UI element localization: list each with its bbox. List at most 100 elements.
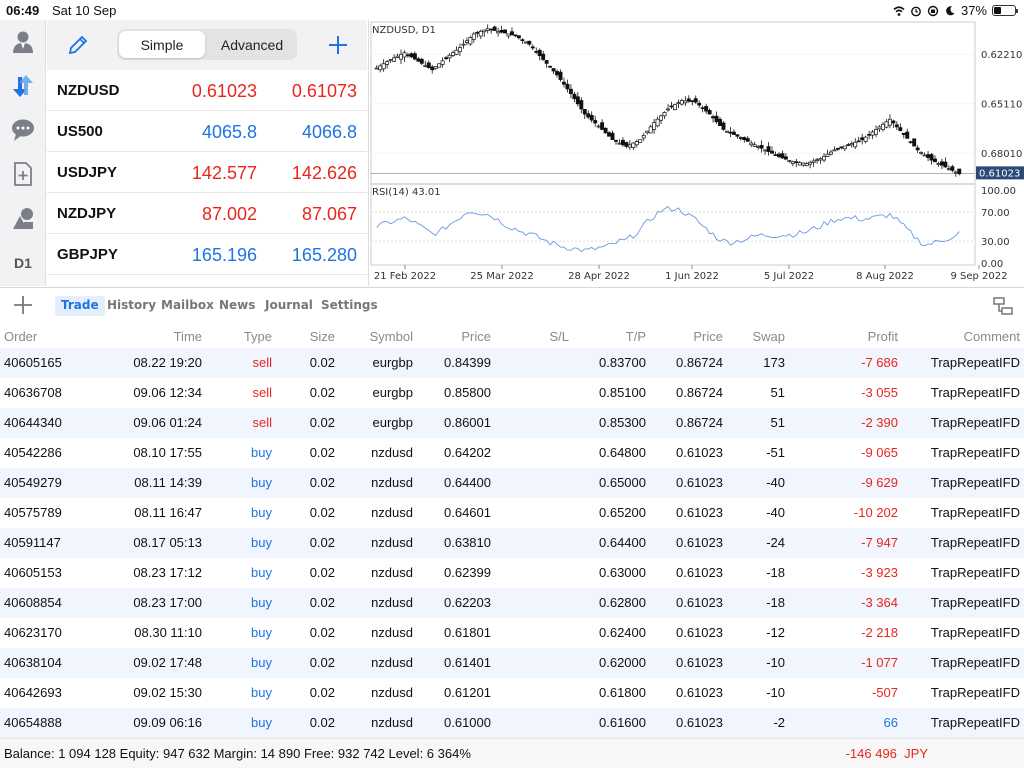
cell-comment: TrapRepeatIFD xyxy=(930,355,1020,370)
column-header[interactable]: Time xyxy=(173,329,202,344)
simple-tab[interactable]: Simple xyxy=(119,31,205,58)
table-row[interactable]: 40605165 08.22 19:20 sell 0.02 eurgbp 0.84399… xyxy=(0,348,1024,378)
quote-row[interactable]: NZDJPY 87.002 87.067 xyxy=(47,193,367,234)
cell-swap: 51 xyxy=(770,385,785,400)
table-row[interactable]: 40608854 08.23 17:00 buy 0.02 nzdusd 0.62203 0… xyxy=(0,588,1024,618)
quote-row[interactable]: GBPJPY 165.196 165.280 xyxy=(47,234,367,275)
table-row[interactable]: 40542286 08.10 17:55 buy 0.02 nzdusd 0.64202 0… xyxy=(0,438,1024,468)
cell-cur: 0.86724 xyxy=(676,415,723,430)
column-header[interactable]: Swap xyxy=(752,329,785,344)
table-row[interactable]: 40575789 08.11 16:47 buy 0.02 nzdusd 0.64601 0… xyxy=(0,498,1024,528)
sidebar-objects[interactable] xyxy=(0,200,46,236)
sidebar-chat[interactable] xyxy=(0,112,46,148)
candle-body xyxy=(946,168,951,171)
tab-settings[interactable]: Settings xyxy=(321,298,378,312)
cell-price: 0.85800 xyxy=(444,385,491,400)
candle-body xyxy=(884,121,889,128)
layout-toggle-icon[interactable] xyxy=(992,295,1014,317)
new-order-icon[interactable] xyxy=(12,294,34,316)
table-row[interactable]: 40644340 09.06 01:24 sell 0.02 eurgbp 0.86001… xyxy=(0,408,1024,438)
tab-history[interactable]: History xyxy=(107,298,157,312)
cell-size: 0.02 xyxy=(309,415,335,430)
table-row[interactable]: 40605153 08.23 17:12 buy 0.02 nzdusd 0.62399 0… xyxy=(0,558,1024,588)
table-row[interactable]: 40591147 08.17 05:13 buy 0.02 nzdusd 0.63810 0… xyxy=(0,528,1024,558)
candle-body xyxy=(516,35,521,39)
sidebar-trade[interactable] xyxy=(0,68,46,104)
date-tick-label: 1 Jun 2022 xyxy=(665,271,719,282)
column-header[interactable]: Price xyxy=(693,329,723,344)
table-row[interactable]: 40654888 09.09 06:16 buy 0.02 nzdusd 0.61000 0… xyxy=(0,708,1024,738)
cell-size: 0.02 xyxy=(309,625,335,640)
candle-body xyxy=(756,146,761,148)
account-balance-summary: Balance: 1 094 128 Equity: 947 632 Margi… xyxy=(4,746,471,761)
tab-trade[interactable]: Trade xyxy=(55,296,105,316)
candle-body xyxy=(572,93,577,100)
table-row[interactable]: 40549279 08.11 14:39 buy 0.02 nzdusd 0.64400 0… xyxy=(0,468,1024,498)
cell-time: 09.06 12:34 xyxy=(133,385,202,400)
quote-ask: 142.626 xyxy=(291,163,357,183)
add-symbol-icon[interactable] xyxy=(325,32,351,58)
column-header[interactable]: T/P xyxy=(625,329,646,344)
candle-body xyxy=(603,127,608,134)
column-header[interactable]: Symbol xyxy=(369,329,413,344)
sidebar-new-document[interactable] xyxy=(0,156,46,192)
cell-cur: 0.61023 xyxy=(676,655,723,670)
cell-profit: -3 364 xyxy=(861,595,898,610)
column-header[interactable]: Order xyxy=(4,329,38,344)
candle-body xyxy=(523,41,528,44)
quote-row[interactable]: US500 4065.8 4066.8 xyxy=(47,111,367,152)
candle-body xyxy=(707,109,712,115)
candle-body xyxy=(936,163,941,165)
cell-symbol: eurgbp xyxy=(372,355,413,370)
quote-row[interactable]: NZDUSD 0.61023 0.61073 xyxy=(47,70,367,111)
cell-tp: 0.64400 xyxy=(599,535,646,550)
tab-news[interactable]: News xyxy=(219,298,256,312)
tab-mailbox[interactable]: Mailbox xyxy=(161,298,214,312)
candle-body xyxy=(614,140,618,142)
cell-profit: -2 390 xyxy=(861,415,898,430)
cell-tp: 0.64800 xyxy=(599,445,646,460)
cell-swap: -18 xyxy=(766,595,785,610)
pencil-icon[interactable] xyxy=(65,32,91,58)
cell-symbol: nzdusd xyxy=(371,535,413,550)
cell-size: 0.02 xyxy=(309,385,335,400)
cell-type: buy xyxy=(251,655,272,670)
candle-body xyxy=(794,161,799,163)
column-header[interactable]: Price xyxy=(461,329,491,344)
date-tick-label: 28 Apr 2022 xyxy=(568,271,630,282)
candle-body xyxy=(894,124,899,128)
cell-comment: TrapRepeatIFD xyxy=(930,505,1020,520)
candle-body xyxy=(759,144,764,149)
tab-journal[interactable]: Journal xyxy=(265,298,313,312)
candle-body xyxy=(620,139,625,146)
candle-body xyxy=(742,137,747,141)
cell-swap: 173 xyxy=(763,355,785,370)
cell-comment: TrapRepeatIFD xyxy=(930,625,1020,640)
table-row[interactable]: 40636708 09.06 12:34 sell 0.02 eurgbp 0.85800… xyxy=(0,378,1024,408)
column-header[interactable]: S/L xyxy=(549,329,569,344)
column-header[interactable]: Comment xyxy=(963,329,1020,344)
candle-body xyxy=(541,53,546,60)
column-header[interactable]: Size xyxy=(309,329,335,344)
quote-symbol: NZDJPY xyxy=(57,205,117,222)
table-row[interactable]: 40638104 09.02 17:48 buy 0.02 nzdusd 0.61401 0… xyxy=(0,648,1024,678)
cell-type: buy xyxy=(251,505,272,520)
candle-body xyxy=(565,83,570,90)
candle-body xyxy=(860,137,865,141)
price-chart[interactable]: 0.68010 0.65110 0.62210 0.61023 NZDUSD, D1 RS… xyxy=(368,20,1024,286)
chart-canvas[interactable]: 0.68010 0.65110 0.62210 0.61023 NZDUSD, D1 RS… xyxy=(369,20,1024,286)
candle-body xyxy=(399,54,403,60)
price-tick-label: 0.65110 xyxy=(981,100,1022,111)
candle-body xyxy=(392,57,397,62)
quote-row[interactable]: USDJPY 142.577 142.626 xyxy=(47,152,367,193)
column-header[interactable]: Profit xyxy=(867,329,898,344)
candle-body xyxy=(437,63,442,68)
sidebar-timeframe[interactable]: D1 xyxy=(14,255,32,271)
candle-body xyxy=(395,55,400,58)
table-row[interactable]: 40642693 09.02 15:30 buy 0.02 nzdusd 0.61201 0… xyxy=(0,678,1024,708)
candle-body xyxy=(568,88,573,94)
advanced-tab[interactable]: Advanced xyxy=(220,36,284,53)
column-header[interactable]: Type xyxy=(243,329,272,344)
sidebar-accounts[interactable] xyxy=(0,24,46,60)
table-row[interactable]: 40623170 08.30 11:10 buy 0.02 nzdusd 0.61801 0… xyxy=(0,618,1024,648)
